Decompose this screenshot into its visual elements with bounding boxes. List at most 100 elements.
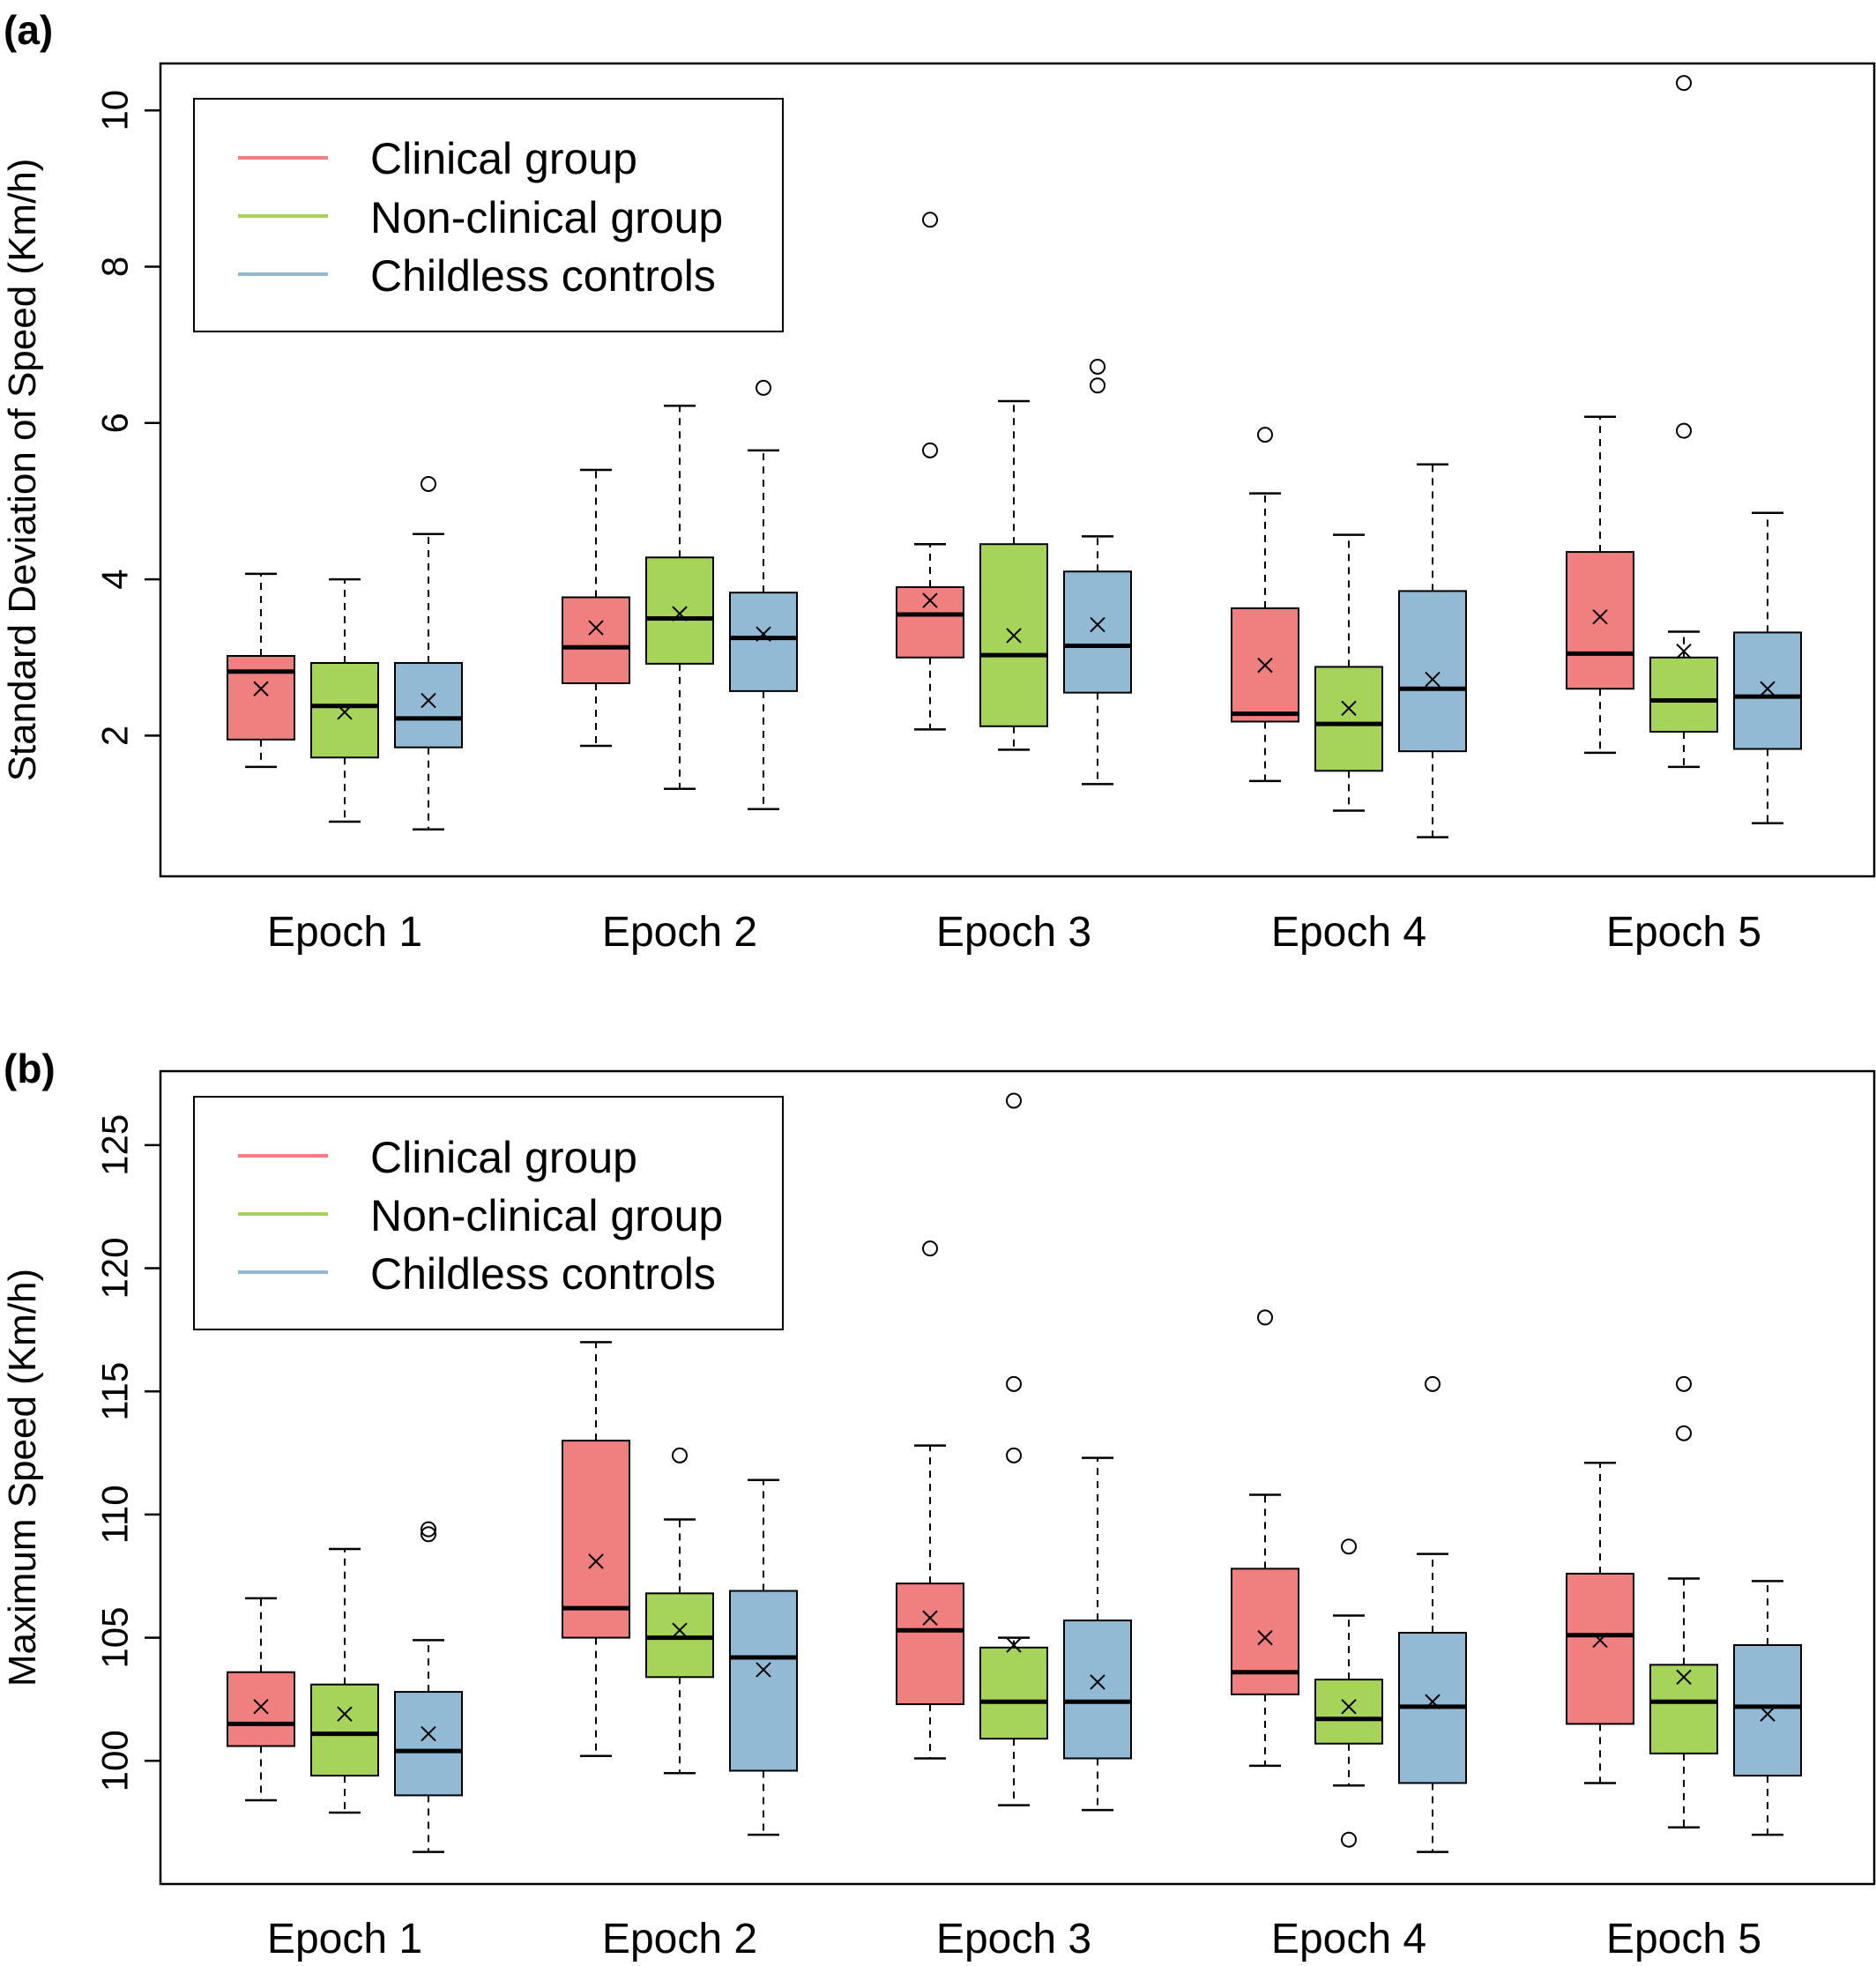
panel-b-nonclinical-epoch3-box-group: [979, 1092, 1048, 1806]
panel-a-nonclinical-epoch1-box: [310, 661, 379, 759]
panel-a-legend-label-childless: Childless controls: [370, 251, 716, 301]
panel-a-nonclinical-epoch4-box: [1314, 666, 1383, 772]
panel-b-childless-epoch5-mean-marker: [1760, 1706, 1776, 1722]
panel-a-childless-epoch5-box: [1733, 631, 1802, 750]
panel-b: (b) Maximum Speed (Km/h) 100 105 110 115 120…: [1, 1046, 1876, 1962]
panel-b-nonclinical-epoch5-box-group: [1649, 1375, 1718, 1828]
panel-b-nonclinical-epoch3-box: [979, 1646, 1048, 1740]
panel-a-nonclinical-epoch2-mean-marker: [672, 606, 688, 622]
panel-b-childless-epoch4-box-group: [1398, 1375, 1467, 1853]
panel-b-nonclinical-epoch4-box: [1314, 1679, 1383, 1745]
panel-b-y-tick-label: 120: [94, 1237, 136, 1299]
panel-b-nonclinical-epoch1-box-group: [310, 1547, 379, 1814]
panel-a-clinical-epoch4-box-group: [1231, 427, 1299, 783]
panel-a-x-category-label: Epoch 2: [602, 909, 757, 956]
panel-b-childless-epoch1-box: [394, 1691, 463, 1797]
panel-a-childless-epoch2-box: [729, 592, 798, 692]
panel-b-clinical-epoch2-mean-marker: [588, 1553, 604, 1569]
panel-a-clinical-epoch4-mean-marker: [1257, 657, 1273, 674]
panel-a-y-tick-label: 10: [94, 90, 136, 131]
panel-b-childless-epoch1-outlier-point: [421, 1521, 436, 1538]
panel-b-x-category-label: Epoch 4: [1271, 1916, 1426, 1962]
panel-b-y-axis: 100 105 110 115 120 125: [94, 1114, 160, 1791]
panel-b-childless-epoch5-box: [1733, 1643, 1802, 1777]
panel-a-legend: Clinical group Non-clinical group Childl…: [193, 98, 784, 332]
panel-b-y-tick-label: 100: [94, 1730, 136, 1791]
panel-a-clinical-epoch2-box: [562, 596, 630, 685]
panel-a-clinical-epoch3-box: [896, 585, 964, 659]
panel-b-plot-frame: [159, 1069, 1876, 1886]
panel-a-y-tick-label: 6: [94, 413, 136, 433]
panel-b-y-tick-label: 125: [94, 1114, 136, 1176]
panel-b-clinical-epoch4-box-group: [1231, 1309, 1299, 1768]
panel-b-x-category-label: Epoch 3: [936, 1916, 1091, 1962]
panel-b-childless-epoch3-box-group: [1063, 1456, 1132, 1812]
panel-a-clinical-epoch5-box-group: [1566, 415, 1634, 755]
panel-b-y-tick-label: 115: [94, 1362, 136, 1421]
panel-b-nonclinical-epoch2-mean-marker: [672, 1622, 688, 1638]
panel-b-nonclinical-epoch3-outlier-point: [1006, 1447, 1022, 1463]
panel-a-clinical-epoch3-outlier-point: [922, 442, 938, 458]
panel-a-y-axis-title: Standard Deviation of Speed (Km/h): [1, 159, 44, 782]
panel-b-childless-epoch4-mean-marker: [1425, 1694, 1440, 1709]
panel-a-nonclinical-epoch5-outlier-point: [1676, 75, 1692, 92]
panel-a-nonclinical-epoch3-box-group: [979, 399, 1048, 751]
panel-b-nonclinical-epoch1-box: [310, 1683, 379, 1777]
panel-a-nonclinical-epoch1-mean-marker: [337, 704, 353, 720]
panel-a-clinical-epoch5-box: [1566, 551, 1634, 690]
panel-b-nonclinical-epoch5-outlier-point: [1676, 1425, 1692, 1441]
panel-a-childless-epoch1-box: [394, 661, 463, 748]
panel-a-clinical-epoch3-box-group: [896, 212, 964, 731]
panel-a-childless-epoch1-outlier-point: [421, 475, 436, 492]
panel-b-clinical-epoch3-mean-marker: [922, 1610, 938, 1626]
panel-b-nonclinical-epoch3-outlier-point: [1006, 1092, 1022, 1109]
panel-a-clinical-epoch3-outlier-point: [922, 212, 938, 228]
panel-b-x-category-label: Epoch 5: [1606, 1916, 1761, 1962]
panel-b-clinical-epoch5-box: [1566, 1572, 1634, 1725]
panel-a-nonclinical-epoch2-box-group: [645, 405, 714, 790]
panel-b-clinical-epoch1-mean-marker: [253, 1699, 269, 1715]
panel-a-y-tick-label: 8: [94, 257, 136, 277]
panel-a-childless-epoch4-mean-marker: [1425, 671, 1440, 688]
panel-b-clinical-epoch4-mean-marker: [1257, 1629, 1273, 1646]
panel-a-nonclinical-epoch4-mean-marker: [1341, 700, 1357, 717]
panel-a-childless-epoch3-outlier-point: [1090, 358, 1106, 375]
panel-b-nonclinical-epoch2-box-group: [645, 1447, 714, 1775]
panel-b-y-axis-title: Maximum Speed (Km/h): [1, 1269, 44, 1687]
panel-a-clinical-epoch1-mean-marker: [253, 681, 269, 696]
panel-b-x-category-label: Epoch 2: [602, 1916, 757, 1962]
panel-b-clinical-epoch1-box: [227, 1671, 295, 1747]
panel-a-nonclinical-epoch5-mean-marker: [1676, 643, 1692, 659]
panel-b-clinical-epoch5-mean-marker: [1592, 1632, 1608, 1649]
panel-a-childless-epoch3-outlier-point: [1090, 377, 1106, 394]
panel-b-clinical-epoch4-box: [1231, 1568, 1299, 1695]
panel-b-nonclinical-epoch2-outlier-point: [672, 1447, 688, 1463]
panel-b-x-axis-labels: Epoch 1 Epoch 2 Epoch 3 Epoch 4 Epoch 5: [267, 1916, 1761, 1962]
panel-b-clinical-epoch3-box-group: [896, 1240, 964, 1760]
panel-a-label: (a): [4, 7, 53, 53]
panel-b-childless-epoch3-box: [1063, 1620, 1132, 1760]
panel-b-nonclinical-epoch5-box: [1649, 1664, 1718, 1754]
panel-b-nonclinical-epoch2-box: [645, 1592, 714, 1679]
panel-a-x-category-label: Epoch 4: [1271, 909, 1426, 956]
panel-a-childless-epoch5-mean-marker: [1760, 681, 1776, 696]
panel-b-nonclinical-epoch4-box-group: [1314, 1538, 1383, 1848]
panel-b-marks: [227, 1092, 1802, 1853]
panel-a-marks: [227, 75, 1802, 838]
panel-a-childless-epoch3-box-group: [1063, 358, 1132, 786]
panel-a-childless-epoch2-outlier-point: [756, 379, 771, 396]
panel-a-childless-epoch4-box-group: [1398, 463, 1467, 838]
panel-a-clinical-epoch4-outlier-point: [1257, 427, 1273, 443]
panel-a-childless-epoch5-box-group: [1733, 511, 1802, 824]
panel-b-nonclinical-epoch3-outlier-point: [1006, 1375, 1022, 1392]
panel-b-nonclinical-epoch4-mean-marker: [1341, 1699, 1357, 1715]
panel-a-nonclinical-epoch1-box-group: [310, 577, 379, 823]
panel-b-nonclinical-epoch5-outlier-point: [1676, 1375, 1692, 1392]
panel-b-nonclinical-epoch4-outlier-point: [1341, 1831, 1357, 1848]
panel-a-nonclinical-epoch5-box: [1649, 656, 1718, 733]
panel-b-legend: Clinical group Non-clinical group Childl…: [193, 1096, 784, 1330]
panel-a: (a) Standard Deviation of Speed (Km/h) 2…: [1, 7, 1876, 956]
panel-a-childless-epoch3-mean-marker: [1090, 616, 1106, 633]
panel-b-childless-epoch3-mean-marker: [1090, 1674, 1106, 1690]
